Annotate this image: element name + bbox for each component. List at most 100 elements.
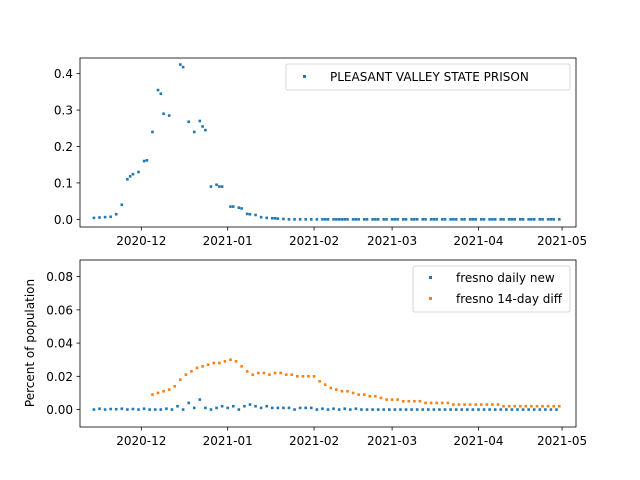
fresno-series-1-point-47 [413, 399, 416, 403]
prison-series-0-point-18 [181, 65, 185, 69]
fresno-series-0-point-72 [493, 408, 497, 411]
prison-series-0-point-65 [385, 218, 388, 221]
prison-series-0-point-81 [449, 218, 452, 221]
fresno-series-1-point-49 [424, 401, 427, 405]
fresno-diff-legend-marker [429, 297, 432, 300]
fresno-series-0-point-56 [404, 408, 408, 411]
fresno-series-0-point-11 [153, 408, 157, 411]
fresno-series-0-point-2 [103, 408, 107, 411]
fresno-series-0-point-29 [254, 404, 257, 408]
prison-series-0-point-98 [513, 218, 516, 221]
prison-series-0-point-32 [245, 212, 249, 216]
prison-series-0-point-40 [282, 217, 285, 221]
prison-series-0-point-20 [192, 130, 196, 134]
fresno-series-1-point-18 [251, 373, 255, 376]
fresno-series-1-point-20 [262, 371, 266, 375]
fresno-series-0-point-0 [92, 408, 96, 411]
fresno-series-1-point-69 [535, 404, 539, 408]
fresno-x-axis: 2020-12 2021-01 2021-02 2021-03 2021-04 2021-… [116, 427, 587, 448]
fresno-legend: fresno daily new fresno 14-day diff [412, 265, 571, 313]
fresno-series-1-point-26 [296, 375, 299, 378]
prison-x-tick-label-1: 2021-01 [203, 234, 253, 248]
prison-series-0-point-36 [265, 216, 268, 220]
prison-series-0-point-54 [343, 218, 347, 221]
fresno-series-0-point-55 [399, 408, 402, 411]
fresno-y-tick-label-4: 0.08 [46, 270, 73, 284]
prison-series-0-point-103 [532, 218, 536, 221]
fresno-series-1-point-71 [546, 404, 550, 408]
prison-series-0-point-67 [393, 218, 397, 221]
prison-series-0-point-62 [374, 218, 377, 221]
prison-x-tick-label-4: 2021-04 [453, 234, 503, 248]
prison-series-0-point-51 [335, 218, 338, 221]
fresno-x-tick-label-3: 2021-03 [367, 434, 417, 448]
prison-series-0-point-41 [287, 218, 291, 221]
prison-series-0-point-50 [332, 218, 335, 221]
prison-series-0-point-57 [354, 218, 358, 221]
fresno-series-0-point-33 [276, 406, 280, 410]
fresno-series-0-point-63 [443, 408, 447, 411]
prison-series-0-point-49 [326, 218, 330, 221]
fresno-series-0-point-43 [332, 407, 335, 411]
fresno-series-0-point-76 [516, 408, 519, 411]
fresno-series-1-point-65 [513, 404, 516, 408]
prison-series-0-point-45 [309, 218, 313, 221]
fresno-series-0-point-69 [477, 408, 480, 411]
prison-series-0-point-29 [231, 205, 235, 208]
prison-series-0-point-89 [479, 218, 483, 221]
fresno-x-tick-label-1: 2021-01 [203, 434, 253, 448]
fresno-series-0-point-79 [532, 408, 536, 411]
prison-series-0-point-48 [323, 218, 327, 221]
prison-series-0-point-3 [109, 215, 112, 219]
fresno-series-1-point-46 [407, 399, 411, 403]
fresno-x-tick-label-2: 2021-02 [289, 434, 339, 448]
fresno-plot-frame [79, 259, 577, 428]
prison-series-0-point-27 [220, 185, 224, 188]
fresno-series-0-point-26 [237, 408, 241, 411]
fresno-series-0-point-7 [131, 407, 135, 411]
fresno-x-tick-label-0: 2020-12 [116, 434, 166, 448]
prison-series-0-point-72 [413, 218, 416, 221]
prison-series-0-point-78 [435, 218, 438, 221]
fresno-series-0-point-70 [482, 408, 486, 411]
fresno-series-0-point-51 [376, 408, 380, 411]
fresno-series-0-point-14 [170, 408, 174, 411]
fresno-series-0-point-83 [555, 408, 558, 411]
prison-series-0-point-88 [474, 218, 477, 221]
fresno-series-1-point-63 [502, 404, 505, 408]
fresno-series-0-point-9 [142, 407, 146, 411]
prison-series-0-point-87 [471, 218, 475, 221]
prison-series-0-point-19 [187, 120, 190, 124]
fresno-series-0-point-4 [114, 407, 118, 411]
prison-panel: 2020-12 2021-01 2021-02 2021-03 2021-04 2021-… [54, 57, 587, 248]
fresno-series-0-point-32 [270, 406, 274, 410]
fresno-series-1-point-36 [351, 391, 355, 395]
prison-series-0-point-6 [126, 177, 129, 181]
prison-y-tick-label-0: 0.0 [54, 213, 73, 227]
fresno-series-0-point-54 [393, 408, 397, 411]
fresno-series-1-point-51 [435, 401, 438, 405]
prison-x-axis: 2020-12 2021-01 2021-02 2021-03 2021-04 2021-… [116, 227, 587, 248]
prison-series-0-point-108 [552, 218, 556, 221]
fresno-series-1-point-67 [524, 404, 528, 408]
fresno-series-0-point-37 [298, 406, 302, 410]
fresno-series-1-point-59 [479, 403, 483, 406]
prison-series-0-point-17 [179, 63, 182, 66]
fresno-series-0-point-62 [438, 408, 441, 411]
prison-x-tick-label-2: 2021-02 [289, 234, 339, 248]
prison-series-0-point-83 [454, 218, 458, 221]
prison-series-0-point-26 [218, 185, 221, 188]
fresno-series-1-point-72 [552, 404, 556, 408]
prison-series-0-point-9 [137, 170, 140, 174]
prison-series-0-point-24 [209, 185, 213, 188]
fresno-series-1 [151, 358, 561, 408]
prison-series-0-point-85 [463, 218, 466, 221]
fresno-series-0-point-78 [527, 408, 530, 411]
fresno-daily-legend-marker [429, 276, 432, 279]
fresno-series-1-point-53 [446, 401, 450, 405]
fresno-series-0-point-52 [382, 408, 386, 411]
prison-series-0-point-107 [549, 218, 553, 221]
fresno-series-1-point-30 [318, 380, 321, 383]
prison-series-0-point-63 [376, 218, 380, 221]
fresno-series-0-point-48 [360, 408, 363, 411]
